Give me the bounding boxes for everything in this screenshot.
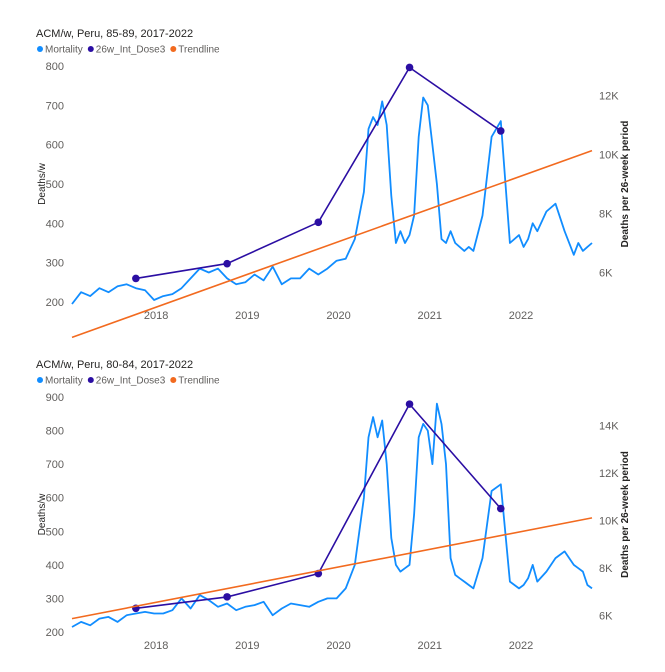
legend-label: Mortality	[45, 45, 83, 56]
y-tick-label: 800	[46, 61, 64, 73]
y2-tick-label: 10K	[599, 515, 619, 527]
chart-2: ACM/w, Peru, 80-84, 2017-2022 Mortality 26…	[36, 359, 631, 652]
legend-marker	[170, 46, 177, 52]
x-tick-label: 2022	[509, 310, 533, 322]
legend-label: 26w_Int_Dose3	[96, 376, 166, 387]
x-tick-label: 2021	[418, 310, 442, 322]
x-tick-label: 2021	[418, 640, 442, 652]
legend: Mortality 26w_Int_Dose3 Trendline	[37, 376, 220, 387]
x-tick-label: 2022	[509, 640, 533, 652]
x-tick-label: 2020	[326, 310, 350, 322]
y2-tick-label: 6K	[599, 268, 613, 280]
legend-label: Mortality	[45, 376, 83, 387]
series-line-dose	[135, 402, 502, 610]
y-tick-label: 900	[46, 392, 64, 404]
y-axis-title: Deaths/w	[37, 493, 48, 535]
dose-point	[314, 218, 323, 227]
y2-axis-title: Deaths per 26-week period	[620, 451, 631, 578]
y2-axis-title: Deaths per 26-week period	[620, 121, 631, 248]
y-axis-title: Deaths/w	[37, 162, 48, 204]
y-tick-label: 600	[46, 493, 64, 505]
y-tick-label: 200	[46, 627, 64, 639]
legend: Mortality 26w_Int_Dose3 Trendline	[37, 45, 220, 56]
y-tick-label: 700	[46, 459, 64, 471]
x-tick-label: 2018	[144, 310, 168, 322]
y2-tick-label: 10K	[599, 150, 619, 162]
y-tick-label: 700	[46, 100, 64, 112]
dose-point	[496, 127, 505, 135]
y2-tick-label: 12K	[599, 468, 619, 480]
y-tick-label: 600	[46, 140, 64, 152]
legend-marker	[37, 46, 43, 52]
chart-1: ACM/w, Peru, 85-89, 2017-2022 Mortality 26…	[36, 28, 631, 339]
y-tick-label: 400	[46, 218, 64, 230]
y2-tick-label: 6K	[599, 610, 613, 622]
y-tick-label: 300	[46, 593, 64, 605]
y-tick-label: 800	[46, 426, 64, 438]
legend-label: 26w_Int_Dose3	[96, 45, 166, 56]
y-tick-label: 300	[46, 258, 64, 270]
chart-title: ACM/w, Peru, 80-84, 2017-2022	[36, 359, 193, 371]
y2-tick-label: 14K	[599, 420, 619, 432]
legend-marker	[170, 377, 177, 383]
x-tick-label: 2018	[144, 640, 168, 652]
y-tick-label: 500	[46, 526, 64, 538]
dose-point	[405, 63, 414, 72]
dose-point	[405, 400, 414, 408]
dose-point	[496, 504, 505, 513]
y2-tick-label: 8K	[599, 563, 613, 575]
dose-point	[223, 259, 231, 268]
dose-point	[223, 593, 231, 601]
legend-marker	[37, 377, 43, 383]
y-tick-label: 200	[46, 297, 64, 309]
y2-tick-label: 8K	[599, 209, 613, 221]
series-line-dose	[135, 66, 502, 280]
legend-marker	[87, 46, 94, 52]
x-tick-label: 2019	[235, 640, 259, 652]
x-tick-label: 2020	[326, 640, 350, 652]
x-tick-label: 2019	[235, 310, 259, 322]
y-tick-label: 400	[46, 560, 64, 572]
series-line-trendline	[71, 149, 593, 339]
series-line-mortality	[71, 96, 593, 305]
y-tick-label: 500	[46, 179, 64, 191]
legend-label: Trendline	[178, 45, 220, 56]
dose-point	[132, 274, 140, 283]
y2-tick-label: 12K	[599, 91, 619, 103]
legend-label: Trendline	[178, 376, 220, 387]
legend-marker	[87, 377, 94, 383]
series-line-trendline	[71, 517, 593, 620]
series-line-mortality	[71, 402, 593, 628]
chart-title: ACM/w, Peru, 85-89, 2017-2022	[36, 28, 193, 40]
